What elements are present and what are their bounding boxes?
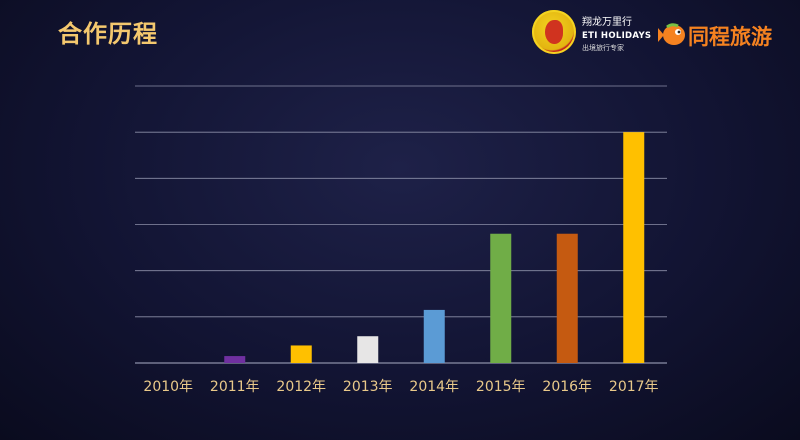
bar-7	[623, 132, 645, 363]
bar-4	[423, 309, 445, 363]
x-tick-label: 2010年	[143, 379, 193, 395]
x-tick-label: 2016年	[542, 379, 592, 395]
ly-logo-name: 同程旅游	[688, 25, 772, 49]
fish-icon	[658, 23, 685, 45]
x-tick-label: 2015年	[476, 379, 526, 395]
x-tick-label: 2011年	[210, 379, 260, 395]
eti-holidays-logo: 翔龙万里行 ETI HOLIDAYS 出境旅行专家	[532, 10, 652, 58]
x-tick-label: 2014年	[409, 379, 459, 395]
eti-logo-english: ETI HOLIDAYS	[582, 31, 652, 41]
ly-logo: 同程旅游	[658, 20, 788, 50]
x-tick-label: 2013年	[343, 379, 393, 395]
dragon-badge-icon	[532, 10, 576, 54]
page-title: 合作历程	[58, 20, 158, 48]
bar-5	[490, 233, 512, 363]
eti-logo-name: 翔龙万里行	[582, 17, 632, 28]
bar-6	[556, 233, 578, 363]
x-tick-label: 2012年	[276, 379, 326, 395]
bar-2	[290, 345, 312, 363]
bar-1	[224, 356, 246, 363]
eti-logo-tagline: 出境旅行专家	[582, 44, 624, 52]
x-tick-label: 2017年	[609, 379, 659, 395]
bar-3	[357, 336, 379, 363]
